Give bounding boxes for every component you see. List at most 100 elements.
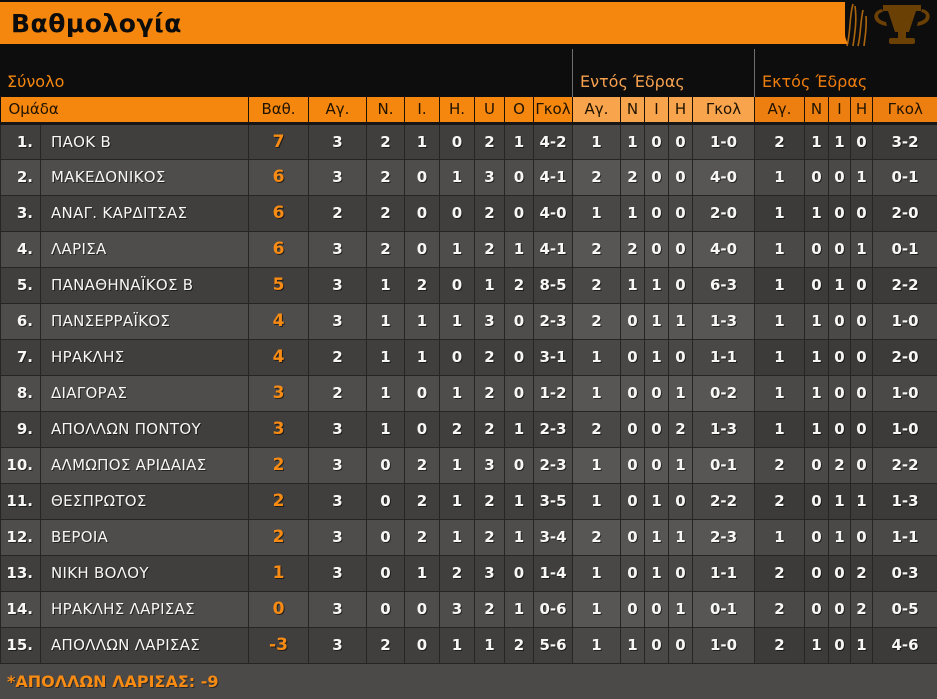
cell-home-stat: 0 — [621, 555, 645, 591]
cell-away-stat: 0 — [851, 447, 873, 483]
title-bar: Βαθμολογία — [0, 2, 937, 44]
cell-home-stat: 1 — [669, 447, 693, 483]
cell-home-stat: 0 — [645, 375, 669, 411]
cell-home-stat: 0 — [669, 123, 693, 159]
column-header-away-losses: Η — [851, 97, 873, 123]
cell-home-stat: 4-0 — [693, 159, 755, 195]
cell-home-stat: 1-1 — [693, 339, 755, 375]
cell-home-stat: 0-1 — [693, 447, 755, 483]
cell-away-stat: 2 — [755, 555, 805, 591]
cell-points: 3 — [249, 411, 309, 447]
cell-away-stat: 1-0 — [873, 411, 937, 447]
page-title: Βαθμολογία — [0, 9, 182, 38]
cell-away-stat: 0 — [829, 627, 851, 663]
cell-total-stat: 2 — [475, 123, 505, 159]
cell-away-stat: 4-6 — [873, 627, 937, 663]
cell-points: 2 — [249, 447, 309, 483]
column-header-points: Βαθ. — [249, 97, 309, 123]
cell-away-stat: 1 — [851, 483, 873, 519]
cell-home-stat: 1 — [573, 627, 621, 663]
column-header-home-losses: Η — [669, 97, 693, 123]
cell-total-stat: 2 — [405, 267, 440, 303]
cell-away-stat: 0-3 — [873, 555, 937, 591]
cell-total-stat: 2 — [475, 483, 505, 519]
cell-total-stat: 3 — [309, 447, 367, 483]
standings-table: Ομάδα Βαθ. Αγ. Ν. Ι. Η. U O Γκολ Αγ. Ν Ι… — [0, 97, 937, 664]
cell-away-stat: 1-3 — [873, 483, 937, 519]
cell-total-stat: 1 — [405, 303, 440, 339]
cell-total-stat: 0 — [405, 375, 440, 411]
cell-points: 2 — [249, 483, 309, 519]
column-header-home-games: Αγ. — [573, 97, 621, 123]
column-header-total-goals: Γκολ — [534, 97, 573, 123]
cell-team-name: ΠΑΝΑΘΗΝΑΪΚΟΣ Β — [41, 267, 249, 303]
cell-home-stat: 0 — [645, 231, 669, 267]
trophy-corner — [845, 0, 937, 50]
cell-away-stat: 1 — [829, 519, 851, 555]
cell-total-stat: 2 — [367, 195, 405, 231]
cell-home-stat: 1 — [645, 555, 669, 591]
column-header-total-losses: Η. — [440, 97, 475, 123]
cell-total-stat: 1 — [405, 123, 440, 159]
cell-total-stat: 0 — [367, 555, 405, 591]
cell-total-stat: 3-1 — [534, 339, 573, 375]
column-header-total-games: Αγ. — [309, 97, 367, 123]
cell-position: 4. — [1, 231, 41, 267]
cell-total-stat: 1 — [367, 339, 405, 375]
cell-away-stat: 0 — [829, 195, 851, 231]
cell-total-stat: 0 — [405, 159, 440, 195]
cell-away-stat: 0 — [805, 519, 829, 555]
cell-away-stat: 0 — [851, 519, 873, 555]
cell-total-stat: 2 — [405, 447, 440, 483]
cell-team-name: ΠΑΟΚ Β — [41, 123, 249, 159]
cell-total-stat: 1 — [440, 627, 475, 663]
cell-total-stat: 3-5 — [534, 483, 573, 519]
cell-home-stat: 0 — [669, 159, 693, 195]
cell-home-stat: 0 — [645, 123, 669, 159]
cell-total-stat: 3 — [309, 159, 367, 195]
cell-total-stat: 0 — [505, 195, 534, 231]
cell-away-stat: 0 — [851, 339, 873, 375]
cell-home-stat: 1 — [669, 303, 693, 339]
cell-home-stat: 2 — [621, 159, 645, 195]
cell-position: 9. — [1, 411, 41, 447]
cell-total-stat: 3 — [309, 483, 367, 519]
cell-total-stat: 2 — [475, 375, 505, 411]
cell-home-stat: 1 — [645, 303, 669, 339]
cell-home-stat: 0 — [669, 195, 693, 231]
cell-total-stat: 1 — [505, 411, 534, 447]
section-label-away: Εκτός Έδρας — [754, 49, 937, 97]
cell-total-stat: 2 — [475, 339, 505, 375]
cell-total-stat: 2 — [440, 555, 475, 591]
cell-points: 6 — [249, 195, 309, 231]
cell-total-stat: 0 — [440, 195, 475, 231]
cell-total-stat: 2 — [309, 339, 367, 375]
cell-total-stat: 2-3 — [534, 447, 573, 483]
cell-home-stat: 2 — [573, 231, 621, 267]
cell-home-stat: 1 — [645, 267, 669, 303]
cell-home-stat: 0 — [621, 375, 645, 411]
cell-home-stat: 1-3 — [693, 411, 755, 447]
cell-away-stat: 1 — [755, 519, 805, 555]
cell-points: 7 — [249, 123, 309, 159]
cell-total-stat: 2 — [505, 267, 534, 303]
cell-away-stat: 1 — [755, 411, 805, 447]
cell-team-name: ΜΑΚΕΔΟΝΙΚΟΣ — [41, 159, 249, 195]
cell-total-stat: 2 — [367, 159, 405, 195]
cell-total-stat: 3 — [475, 447, 505, 483]
cell-home-stat: 0-2 — [693, 375, 755, 411]
cell-away-stat: 2-2 — [873, 267, 937, 303]
cell-total-stat: 0 — [505, 555, 534, 591]
cell-total-stat: 2-3 — [534, 411, 573, 447]
cell-total-stat: 1-2 — [534, 375, 573, 411]
cell-home-stat: 1 — [621, 123, 645, 159]
cell-home-stat: 0 — [645, 627, 669, 663]
cell-position: 3. — [1, 195, 41, 231]
cell-away-stat: 2 — [851, 591, 873, 627]
cell-away-stat: 0-1 — [873, 231, 937, 267]
cell-position: 10. — [1, 447, 41, 483]
